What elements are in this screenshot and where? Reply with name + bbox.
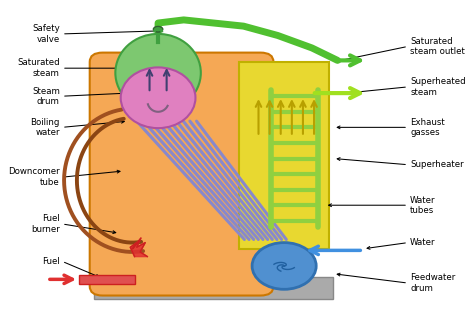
- Text: Steam
drum: Steam drum: [32, 87, 60, 106]
- Text: Safety
valve: Safety valve: [32, 24, 60, 44]
- Text: Water
tubes: Water tubes: [410, 196, 436, 215]
- Circle shape: [252, 243, 316, 289]
- Text: Saturated
steam: Saturated steam: [17, 58, 60, 78]
- Ellipse shape: [115, 34, 201, 112]
- FancyBboxPatch shape: [90, 53, 273, 295]
- Text: Exhaust
gasses: Exhaust gasses: [410, 118, 445, 137]
- Text: Downcomer
tube: Downcomer tube: [8, 167, 60, 187]
- Text: Fuel
burner: Fuel burner: [31, 214, 60, 234]
- Text: Superheated
steam: Superheated steam: [410, 77, 466, 97]
- Ellipse shape: [121, 68, 195, 128]
- Text: Water: Water: [410, 238, 436, 247]
- Text: Saturated
steam outlet: Saturated steam outlet: [410, 37, 465, 56]
- FancyBboxPatch shape: [239, 62, 329, 249]
- Ellipse shape: [154, 26, 163, 32]
- Text: Superheater: Superheater: [410, 160, 464, 169]
- Polygon shape: [130, 238, 147, 256]
- Bar: [79, 275, 135, 284]
- Bar: [94, 277, 333, 299]
- Text: Fuel: Fuel: [42, 257, 60, 266]
- Text: Feedwater
drum: Feedwater drum: [410, 273, 456, 293]
- Text: Boiling
water: Boiling water: [30, 118, 60, 137]
